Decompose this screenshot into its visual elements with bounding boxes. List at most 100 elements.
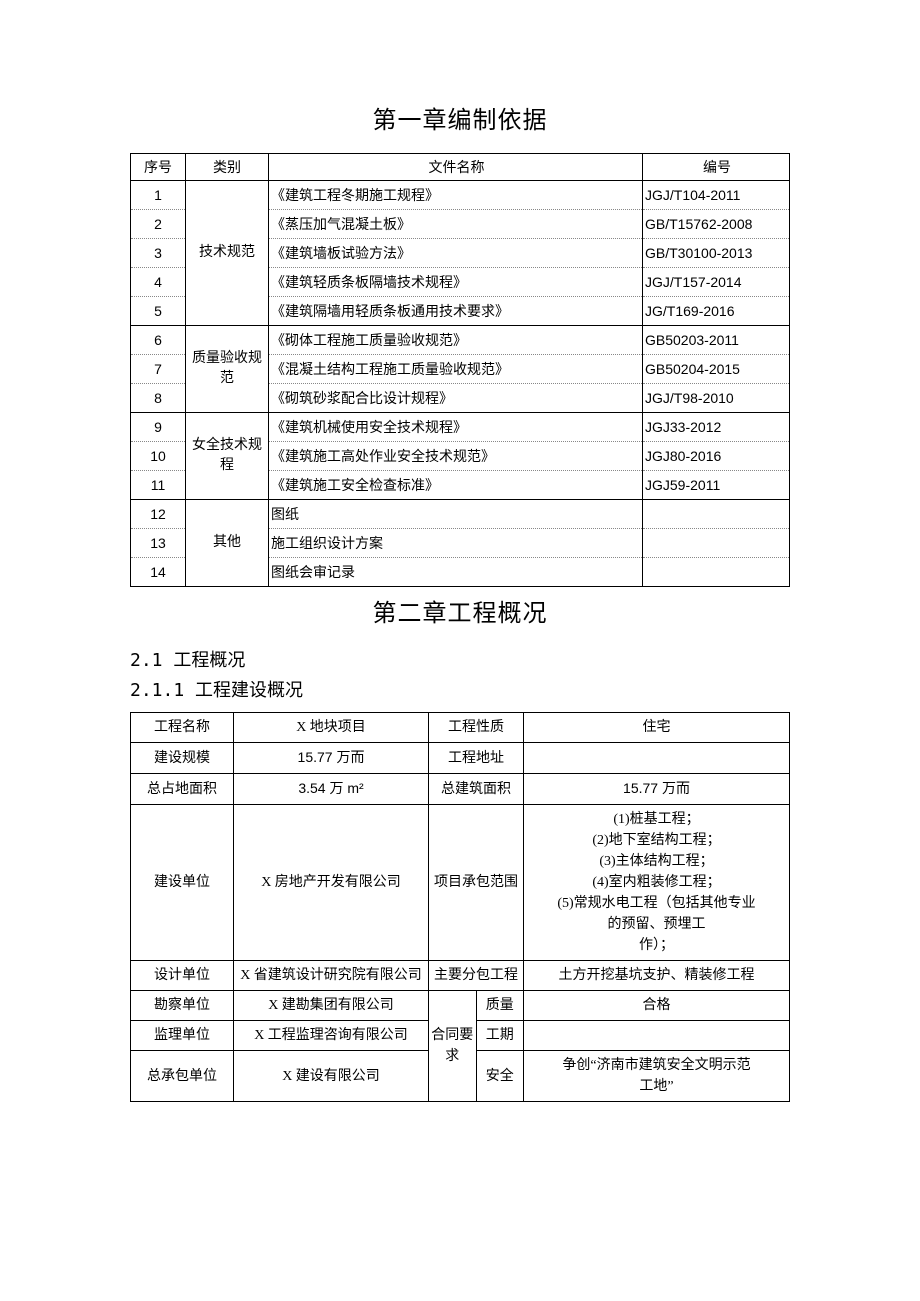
cell-seq: 12: [131, 500, 186, 529]
cell-filename: 施工组织设计方案: [269, 529, 643, 558]
cell-code: [643, 558, 790, 587]
cell-value: X 省建筑设计研究院有限公司: [234, 961, 429, 991]
cell-text: 3.54 万 m²: [298, 780, 363, 796]
cell-value: 土方开挖基坑支护、精装修工程: [524, 961, 790, 991]
cell-seq: 14: [131, 558, 186, 587]
cell-code: JGJ59-2011: [643, 471, 790, 500]
cell-label: 合同要 求: [429, 991, 477, 1102]
cell-code: [643, 500, 790, 529]
cell-filename: 《建筑隔墙用轻质条板通用技术要求》: [269, 297, 643, 326]
th-seq: 序号: [131, 154, 186, 181]
table-row: 12其他图纸: [131, 500, 790, 529]
table-row: 1技术规范《建筑工程冬期施工规程》JGJ/T104-2011: [131, 181, 790, 210]
cell-label: 质量: [476, 991, 524, 1021]
cell-value: 争创“济南市建筑安全文明示范 工地”: [524, 1051, 790, 1102]
cell-code: [643, 529, 790, 558]
cell-filename: 《砌体工程施工质量验收规范》: [269, 326, 643, 355]
cell-filename: 《砌筑砂浆配合比设计规程》: [269, 384, 643, 413]
cell-code: GB/T30100-2013: [643, 239, 790, 268]
section-2-1-1: 2.1.1 工程建设概况: [130, 676, 790, 702]
cell-code: JGJ/T157-2014: [643, 268, 790, 297]
cell-label: 工程性质: [429, 713, 524, 743]
cell-seq: 3: [131, 239, 186, 268]
cell-seq: 10: [131, 442, 186, 471]
chapter1-title: 第一章编制依据: [130, 100, 790, 135]
cell-filename: 《建筑轻质条板隔墙技术规程》: [269, 268, 643, 297]
cell-value: 住宅: [524, 713, 790, 743]
cell-filename: 《建筑墙板试验方法》: [269, 239, 643, 268]
cell-value: X 建设有限公司: [234, 1051, 429, 1102]
cell-filename: 《建筑施工安全检查标准》: [269, 471, 643, 500]
table-row: 总占地面积 3.54 万 m² 总建筑面积 15.77 万而: [131, 774, 790, 805]
chapter2-title: 第二章工程概况: [130, 593, 790, 628]
cell-code: GB50204-2015: [643, 355, 790, 384]
cell-category: 其他: [186, 500, 269, 587]
cell-label: 建设单位: [131, 805, 234, 961]
cell-filename: 《混凝土结构工程施工质量验收规范》: [269, 355, 643, 384]
cell-seq: 6: [131, 326, 186, 355]
cell-text: 15.77 万而: [298, 749, 365, 765]
table-row: 建设规模 15.77 万而 工程地址: [131, 743, 790, 774]
cell-value: X 房地产开发有限公司: [234, 805, 429, 961]
cell-value: X 工程监理咨询有限公司: [234, 1021, 429, 1051]
cell-label: 总建筑面积: [429, 774, 524, 805]
cell-label: 主要分包工程: [429, 961, 524, 991]
th-name: 文件名称: [269, 154, 643, 181]
cell-value: X 建勘集团有限公司: [234, 991, 429, 1021]
table-row: 工程名称 X 地块项目 工程性质 住宅: [131, 713, 790, 743]
cell-seq: 1: [131, 181, 186, 210]
cell-label: 总占地面积: [131, 774, 234, 805]
cell-filename: 图纸: [269, 500, 643, 529]
cell-filename: 《建筑施工高处作业安全技术规范》: [269, 442, 643, 471]
cell-code: GB50203-2011: [643, 326, 790, 355]
cell-seq: 13: [131, 529, 186, 558]
cell-label: 设计单位: [131, 961, 234, 991]
cell-label: 安全: [476, 1051, 524, 1102]
cell-filename: 《建筑机械使用安全技术规程》: [269, 413, 643, 442]
cell-value: (1)桩基工程； (2)地下室结构工程； (3)主体结构工程； (4)室内粗装修…: [524, 805, 790, 961]
cell-seq: 9: [131, 413, 186, 442]
cell-value: 15.77 万而: [524, 774, 790, 805]
cell-code: JG/T169-2016: [643, 297, 790, 326]
table-basis: 序号 类别 文件名称 编号 1技术规范《建筑工程冬期施工规程》JGJ/T104-…: [130, 153, 790, 587]
cell-seq: 8: [131, 384, 186, 413]
cell-category: 质量验收规 范: [186, 326, 269, 413]
cell-code: JGJ33-2012: [643, 413, 790, 442]
cell-label: 建设规模: [131, 743, 234, 774]
cell-label: 总承包单位: [131, 1051, 234, 1102]
cell-seq: 5: [131, 297, 186, 326]
cell-label: 工程地址: [429, 743, 524, 774]
cell-category: 技术规范: [186, 181, 269, 326]
section-2-1: 2.1 工程概况: [130, 646, 790, 672]
table-row: 勘察单位 X 建勘集团有限公司 合同要 求 质量 合格: [131, 991, 790, 1021]
cell-value: 15.77 万而: [234, 743, 429, 774]
cell-seq: 2: [131, 210, 186, 239]
cell-value: X 地块项目: [234, 713, 429, 743]
cell-label: 勘察单位: [131, 991, 234, 1021]
table-project-overview: 工程名称 X 地块项目 工程性质 住宅 建设规模 15.77 万而 工程地址 总…: [130, 712, 790, 1102]
table-header-row: 序号 类别 文件名称 编号: [131, 154, 790, 181]
cell-value: [524, 743, 790, 774]
cell-value: 3.54 万 m²: [234, 774, 429, 805]
th-code: 编号: [643, 154, 790, 181]
cell-code: GB/T15762-2008: [643, 210, 790, 239]
cell-label: 工期: [476, 1021, 524, 1051]
cell-seq: 7: [131, 355, 186, 384]
cell-filename: 图纸会审记录: [269, 558, 643, 587]
cell-code: JGJ/T104-2011: [643, 181, 790, 210]
cell-label: 项目承包范围: [429, 805, 524, 961]
table-row: 6质量验收规 范《砌体工程施工质量验收规范》GB50203-2011: [131, 326, 790, 355]
table-row: 9女全技术规 程《建筑机械使用安全技术规程》JGJ33-2012: [131, 413, 790, 442]
cell-code: JGJ/T98-2010: [643, 384, 790, 413]
cell-seq: 11: [131, 471, 186, 500]
cell-label: 工程名称: [131, 713, 234, 743]
cell-code: JGJ80-2016: [643, 442, 790, 471]
cell-value: 合格: [524, 991, 790, 1021]
cell-category: 女全技术规 程: [186, 413, 269, 500]
cell-seq: 4: [131, 268, 186, 297]
cell-value: [524, 1021, 790, 1051]
table-row: 建设单位 X 房地产开发有限公司 项目承包范围 (1)桩基工程； (2)地下室结…: [131, 805, 790, 961]
table-row: 设计单位 X 省建筑设计研究院有限公司 主要分包工程 土方开挖基坑支护、精装修工…: [131, 961, 790, 991]
cell-text: 15.77 万而: [623, 780, 690, 796]
cell-filename: 《建筑工程冬期施工规程》: [269, 181, 643, 210]
